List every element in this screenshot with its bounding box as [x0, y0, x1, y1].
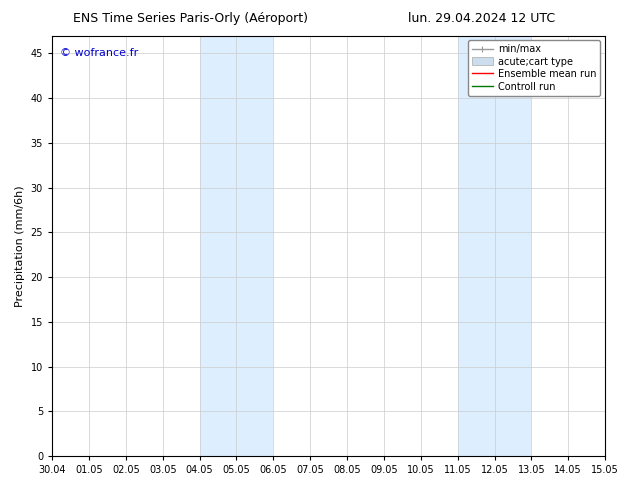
Text: © wofrance.fr: © wofrance.fr [60, 48, 139, 58]
Bar [200, 36, 273, 456]
Text: lun. 29.04.2024 12 UTC: lun. 29.04.2024 12 UTC [408, 12, 555, 25]
Text: ENS Time Series Paris-Orly (Aéroport): ENS Time Series Paris-Orly (Aéroport) [73, 12, 307, 25]
Bar [458, 36, 531, 456]
Legend: min/max, acute;cart type, Ensemble mean run, Controll run: min/max, acute;cart type, Ensemble mean … [468, 41, 600, 96]
Y-axis label: Precipitation (mm/6h): Precipitation (mm/6h) [15, 185, 25, 307]
